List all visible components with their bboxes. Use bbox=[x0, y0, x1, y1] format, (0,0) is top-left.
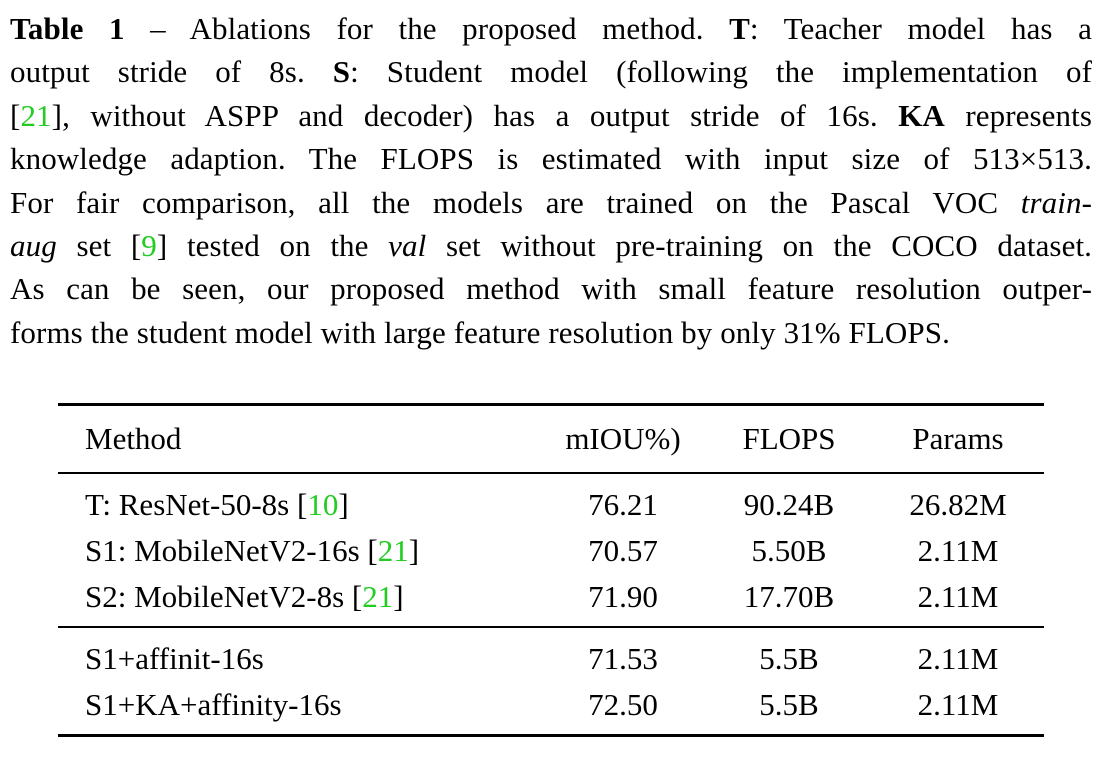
train-term: train- bbox=[1020, 184, 1092, 220]
header-params: Params bbox=[912, 421, 1004, 456]
method-text: S1: MobileNetV2-16s [ bbox=[85, 533, 378, 568]
row-method: S1+KA+affinity-16s bbox=[58, 682, 540, 736]
header-flops: FLOPS bbox=[742, 421, 836, 456]
method-text: S1+KA+affinity-16s bbox=[85, 687, 342, 722]
row-flops: 5.5B bbox=[759, 641, 819, 676]
header-miou: mIOU%) bbox=[565, 421, 681, 456]
caption-line-6: aug set [9] tested on the val set withou… bbox=[10, 224, 1092, 267]
caption-line-5: For fair comparison, all the models are … bbox=[10, 181, 1092, 224]
row-method: S1+affinit-16s bbox=[58, 627, 540, 682]
row-flops: 5.5B bbox=[759, 687, 819, 722]
citation-link[interactable]: 21 bbox=[377, 533, 409, 568]
row-method: T: ResNet-50-8s [10] bbox=[58, 473, 540, 528]
caption-line-1: Table 1 – Ablations for the proposed met… bbox=[10, 7, 1092, 50]
row-miou: 76.21 bbox=[588, 487, 658, 522]
row-miou: 72.50 bbox=[588, 687, 658, 722]
caption-line-3-open: [ bbox=[10, 97, 21, 133]
caption-label: Table 1 bbox=[10, 11, 125, 46]
val-term: val bbox=[388, 228, 427, 264]
row-method: S1: MobileNetV2-16s [21] bbox=[58, 528, 540, 574]
row-params: 2.11M bbox=[917, 687, 999, 722]
citation-link[interactable]: 10 bbox=[307, 487, 339, 522]
caption-line-3: [21], without ASPP and decoder) has a ou… bbox=[10, 94, 1092, 137]
results-table-container: Method mIOU%) FLOPS Params T: ResNet-50-… bbox=[58, 403, 1044, 737]
row-miou: 71.90 bbox=[588, 579, 658, 614]
caption-line-2-text: output stride of 8s. bbox=[10, 54, 333, 90]
table-row: T: ResNet-50-8s [10] 76.21 90.24B 26.82M bbox=[58, 473, 1044, 528]
table-row: S1: MobileNetV2-16s [21] 70.57 5.50B 2.1… bbox=[58, 528, 1044, 574]
caption-line-8: forms the student model with large featu… bbox=[10, 314, 950, 350]
table-caption: Table 1 – Ablations for the proposed met… bbox=[10, 7, 1092, 354]
table-header-row: Method mIOU%) FLOPS Params bbox=[58, 404, 1044, 474]
table-row: S1+KA+affinity-16s 72.50 5.5B 2.11M bbox=[58, 682, 1044, 736]
results-table: Method mIOU%) FLOPS Params T: ResNet-50-… bbox=[58, 403, 1044, 737]
citation-link-21[interactable]: 21 bbox=[20, 97, 52, 133]
caption-line-4: knowledge adaption. The FLOPS is estimat… bbox=[10, 141, 1092, 177]
student-key: S bbox=[332, 54, 351, 90]
method-text: S1+affinit-16s bbox=[85, 641, 264, 676]
row-miou: 70.57 bbox=[588, 533, 658, 568]
citation-close: ] bbox=[338, 487, 349, 522]
row-miou: 71.53 bbox=[588, 641, 658, 676]
citation-link[interactable]: 21 bbox=[362, 579, 394, 614]
caption-dash-text: – Ablations for the proposed method. bbox=[124, 11, 730, 46]
ka-desc: represents bbox=[944, 97, 1093, 133]
student-desc: : Student model (following the implement… bbox=[350, 54, 1092, 90]
caption-line-5-text: For fair comparison, all the models are … bbox=[10, 184, 1021, 220]
row-params: 2.11M bbox=[917, 533, 999, 568]
row-params: 2.11M bbox=[917, 641, 999, 676]
table-row: S1+affinit-16s 71.53 5.5B 2.11M bbox=[58, 627, 1044, 682]
caption-line-6-text-a: set [ bbox=[56, 228, 142, 264]
teacher-desc: : Teacher model has a bbox=[749, 11, 1092, 46]
caption-line-6-text-c: set without pre-training on the COCO dat… bbox=[426, 228, 1093, 264]
row-params: 26.82M bbox=[909, 487, 1007, 522]
caption-line-6-text-b: ] tested on the bbox=[156, 228, 389, 264]
method-text: S2: MobileNetV2-8s [ bbox=[85, 579, 363, 614]
caption-line-2: output stride of 8s. S: Student model (f… bbox=[10, 50, 1092, 93]
row-params: 2.11M bbox=[917, 579, 999, 614]
ka-key: KA bbox=[898, 97, 945, 133]
method-text: T: ResNet-50-8s [ bbox=[85, 487, 308, 522]
table-row: S2: MobileNetV2-8s [21] 71.90 17.70B 2.1… bbox=[58, 574, 1044, 627]
header-method: Method bbox=[85, 421, 182, 456]
aug-term: aug bbox=[10, 228, 57, 264]
row-method: S2: MobileNetV2-8s [21] bbox=[58, 574, 540, 627]
teacher-key: T bbox=[729, 11, 750, 46]
citation-close: ] bbox=[393, 579, 404, 614]
row-flops: 5.50B bbox=[751, 533, 827, 568]
row-flops: 90.24B bbox=[743, 487, 835, 522]
citation-link-9[interactable]: 9 bbox=[141, 228, 157, 264]
caption-line-7: As can be seen, our proposed method with… bbox=[10, 271, 1092, 307]
row-flops: 17.70B bbox=[743, 579, 835, 614]
caption-line-3-text: ], without ASPP and decoder) has a outpu… bbox=[51, 97, 899, 133]
citation-close: ] bbox=[408, 533, 420, 568]
